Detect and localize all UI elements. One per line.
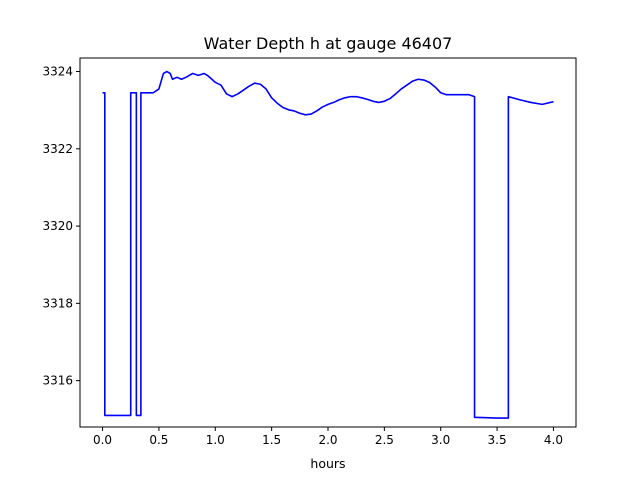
x-tick-label: 2.5 xyxy=(375,433,394,447)
y-tick-label: 3324 xyxy=(42,65,73,79)
x-tick-label: 0.0 xyxy=(93,433,112,447)
y-tick-label: 3316 xyxy=(42,374,73,388)
chart-title: Water Depth h at gauge 46407 xyxy=(204,34,453,53)
x-tick-label: 3.5 xyxy=(488,433,507,447)
x-tick-label: 3.0 xyxy=(431,433,450,447)
y-tick-label: 3318 xyxy=(42,296,73,310)
x-tick-label: 4.0 xyxy=(544,433,563,447)
plot-area xyxy=(102,70,554,419)
plot-frame xyxy=(79,57,577,428)
series-line-0 xyxy=(102,70,554,419)
y-tick-label: 3322 xyxy=(42,142,73,156)
y-tick-label: 3320 xyxy=(42,219,73,233)
x-axis: 0.0 0.5 1.0 1.5 2.0 2.5 3.0 3.5 4.0 xyxy=(93,427,563,447)
x-tick-label: 2.0 xyxy=(318,433,337,447)
x-axis-label: hours xyxy=(310,456,345,471)
y-axis: 3316 3318 3320 3322 3324 xyxy=(42,65,80,388)
x-tick-label: 1.0 xyxy=(206,433,225,447)
x-tick-label: 0.5 xyxy=(149,433,168,447)
x-tick-label: 1.5 xyxy=(262,433,281,447)
